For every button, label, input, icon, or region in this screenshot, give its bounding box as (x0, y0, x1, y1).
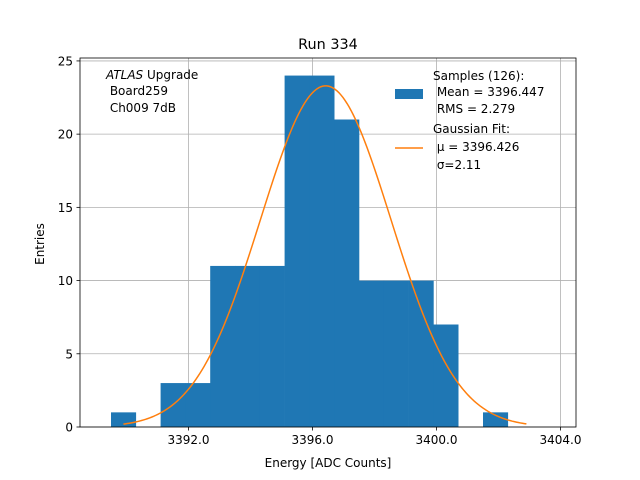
histogram-bar (185, 383, 211, 427)
y-tick-label: 10 (58, 274, 73, 288)
legend-histogram-line-3: RMS = 2.279 (433, 102, 515, 116)
y-axis-label: Entries (33, 223, 47, 265)
legend-histogram-line-2: Mean = 3396.447 (433, 85, 544, 99)
histogram-bars (111, 75, 509, 428)
atlas-annotation: ATLAS Upgrade Board259 Ch009 7dB (105, 68, 198, 115)
x-tick-label: 3400.0 (416, 433, 458, 447)
y-tick-label: 20 (58, 128, 73, 142)
legend: Samples (126): Mean = 3396.447 RMS = 2.2… (395, 69, 544, 172)
histogram-bar (284, 75, 310, 428)
histogram-bar (359, 280, 385, 427)
y-tick-label: 5 (65, 347, 73, 361)
y-tick-label: 15 (58, 201, 73, 215)
x-axis-label: Energy [ADC Counts] (265, 456, 392, 470)
gaussian-fit (123, 85, 527, 425)
plot-frame (79, 57, 577, 428)
histogram-bar (334, 119, 360, 427)
x-tick-label: 3404.0 (540, 433, 582, 447)
histogram-bar (383, 280, 409, 427)
legend-histogram-swatch (395, 89, 423, 99)
histogram-bar (408, 280, 434, 427)
y-tick-label: 0 (65, 421, 73, 435)
legend-fit-line-1: Gaussian Fit: (433, 122, 510, 136)
gaussian-fit-curve (123, 85, 527, 425)
annotation-atlas-text: ATLAS (105, 68, 144, 82)
x-tick-label: 3392.0 (168, 433, 210, 447)
histogram-bar (483, 412, 509, 427)
histogram-bar (259, 265, 285, 427)
axis-ticks: 3392.0 3396.0 3400.0 3404.0 0 5 10 15 20 25 (58, 54, 582, 447)
histogram-bar (235, 265, 261, 427)
annotation-line-3: Ch009 7dB (106, 101, 176, 115)
y-tick-label: 25 (58, 54, 73, 68)
chart-title: Run 334 (298, 37, 358, 53)
histogram-bar (309, 75, 335, 428)
legend-fit-line-3: σ=2.11 (433, 158, 481, 172)
legend-histogram-line-1: Samples (126): (433, 69, 524, 83)
annotation-line-1: ATLAS Upgrade (105, 68, 198, 82)
legend-fit-line-2: μ = 3396.426 (433, 140, 519, 154)
annotation-upgrade-text: Upgrade (143, 68, 198, 82)
annotation-line-2: Board259 (106, 84, 168, 98)
histogram-bar (433, 324, 459, 427)
x-tick-label: 3396.0 (292, 433, 334, 447)
